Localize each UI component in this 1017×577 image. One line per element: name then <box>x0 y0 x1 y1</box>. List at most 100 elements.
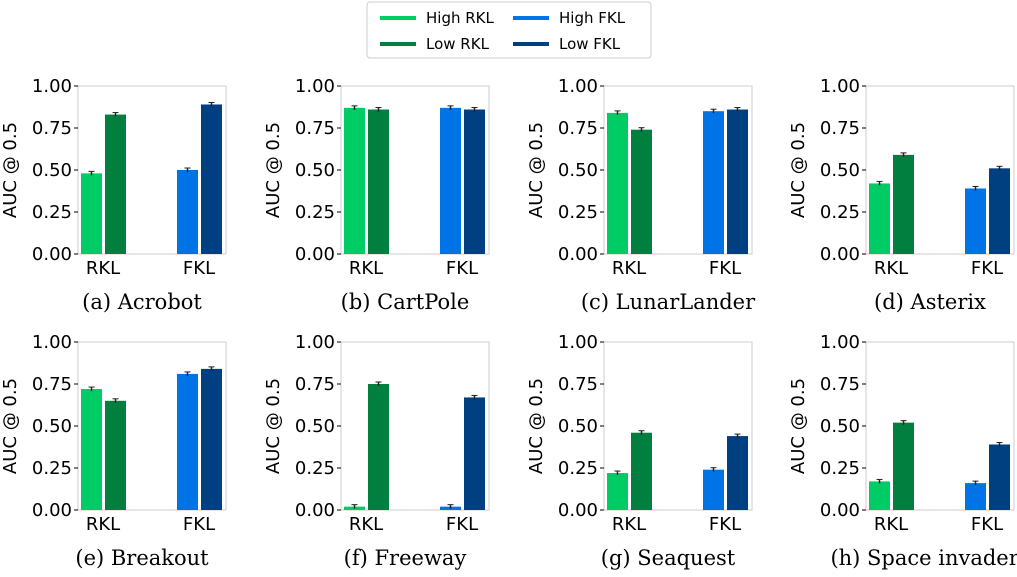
x-tick-label: FKL <box>709 258 741 279</box>
bar <box>344 107 365 254</box>
bar <box>201 104 222 254</box>
bar <box>989 168 1010 254</box>
y-tick-label: 0.75 <box>295 374 335 395</box>
y-axis-label: AUC @ 0.5 <box>526 122 547 218</box>
bar <box>105 114 126 254</box>
x-tick-label: FKL <box>183 258 215 279</box>
legend-box <box>366 1 652 59</box>
y-tick-label: 0.00 <box>820 244 860 265</box>
chart-panel: 0.00 0.25 0.50 0.75 1.00 AUC @ 0.5 RKL FKL (e) B… <box>0 332 227 570</box>
y-tick-label: 1.00 <box>295 76 335 97</box>
x-tick-label: RKL <box>349 258 383 279</box>
bar <box>893 154 914 254</box>
chart-panel: 0.00 0.25 0.50 0.75 1.00 AUC @ 0.5 RKL FKL (d) A… <box>788 76 1015 314</box>
x-tick-label: FKL <box>709 514 741 535</box>
y-tick-label: 0.50 <box>558 416 598 437</box>
y-tick-label: 0.25 <box>820 202 860 223</box>
y-axis-label: AUC @ 0.5 <box>788 378 809 474</box>
y-tick-label: 0.00 <box>32 244 72 265</box>
y-axis-label: AUC @ 0.5 <box>263 122 284 218</box>
subfigure-caption: (e) Breakout <box>75 546 209 570</box>
bar <box>631 432 652 510</box>
y-tick-label: 1.00 <box>32 76 72 97</box>
y-tick-label: 0.25 <box>32 202 72 223</box>
x-tick-label: FKL <box>971 258 1003 279</box>
bar <box>81 173 102 254</box>
y-tick-label: 0.75 <box>32 374 72 395</box>
y-tick-label: 0.25 <box>558 458 598 479</box>
bar <box>965 188 986 254</box>
bar <box>464 397 485 510</box>
chart-panel: 0.00 0.25 0.50 0.75 1.00 AUC @ 0.5 RKL FKL (c) L… <box>526 76 756 314</box>
y-tick-label: 0.25 <box>820 458 860 479</box>
bar <box>105 400 126 510</box>
y-tick-label: 0.50 <box>295 160 335 181</box>
y-tick-label: 0.75 <box>295 118 335 139</box>
subfigure-caption: (a) Acrobot <box>82 290 202 314</box>
y-tick-label: 1.00 <box>295 332 335 353</box>
x-tick-label: FKL <box>183 514 215 535</box>
y-tick-label: 0.25 <box>558 202 598 223</box>
y-tick-label: 1.00 <box>820 332 860 353</box>
y-tick-label: 0.75 <box>820 118 860 139</box>
subfigure-caption: (g) Seaquest <box>601 546 736 570</box>
x-tick-label: RKL <box>874 258 908 279</box>
y-axis-label: AUC @ 0.5 <box>0 378 21 474</box>
subfigure-caption: (f) Freeway <box>344 546 467 570</box>
legend-label: High FKL <box>559 9 626 27</box>
x-tick-label: RKL <box>86 514 120 535</box>
x-tick-label: FKL <box>446 514 478 535</box>
bar <box>727 109 748 255</box>
y-tick-label: 1.00 <box>558 332 598 353</box>
x-tick-label: RKL <box>86 258 120 279</box>
y-tick-label: 0.75 <box>558 374 598 395</box>
panels: 0.00 0.25 0.50 0.75 1.00 AUC @ 0.5 RKL FKL (a) A… <box>0 76 1017 570</box>
y-tick-label: 1.00 <box>32 332 72 353</box>
chart-panel: 0.00 0.25 0.50 0.75 1.00 AUC @ 0.5 RKL FKL (g) S… <box>526 332 753 570</box>
y-tick-label: 0.50 <box>32 416 72 437</box>
bar <box>607 112 628 254</box>
bar <box>703 111 724 254</box>
chart-panel: 0.00 0.25 0.50 0.75 1.00 AUC @ 0.5 RKL FKL (b) C… <box>263 76 490 314</box>
bar <box>177 373 198 510</box>
y-axis-label: AUC @ 0.5 <box>263 378 284 474</box>
y-tick-label: 0.50 <box>820 416 860 437</box>
bar <box>440 107 461 254</box>
bar <box>201 368 222 510</box>
y-tick-label: 0.50 <box>558 160 598 181</box>
y-tick-label: 0.50 <box>295 416 335 437</box>
chart-panel: 0.00 0.25 0.50 0.75 1.00 AUC @ 0.5 RKL FKL (a) A… <box>0 76 227 314</box>
y-tick-label: 0.00 <box>295 500 335 521</box>
legend-label: Low FKL <box>559 35 621 53</box>
bar <box>631 129 652 254</box>
y-tick-label: 0.00 <box>558 500 598 521</box>
y-tick-label: 0.75 <box>32 118 72 139</box>
bar <box>703 469 724 510</box>
y-tick-label: 1.00 <box>558 76 598 97</box>
bar <box>607 473 628 510</box>
x-tick-label: FKL <box>971 514 1003 535</box>
subfigure-caption: (c) LunarLander <box>581 290 756 314</box>
x-tick-label: RKL <box>874 514 908 535</box>
legend-label: Low RKL <box>426 35 490 53</box>
bar <box>869 183 890 254</box>
y-tick-label: 0.75 <box>820 374 860 395</box>
y-tick-label: 0.00 <box>558 244 598 265</box>
y-tick-label: 0.25 <box>295 202 335 223</box>
bar <box>368 384 389 510</box>
y-tick-label: 0.00 <box>32 500 72 521</box>
subfigure-caption: (d) Asterix <box>874 290 986 314</box>
bar <box>81 389 102 510</box>
y-tick-label: 0.50 <box>820 160 860 181</box>
bar <box>869 481 890 510</box>
y-tick-label: 0.75 <box>558 118 598 139</box>
bar <box>368 109 389 255</box>
x-tick-label: FKL <box>446 258 478 279</box>
bar <box>727 436 748 510</box>
chart-panel: 0.00 0.25 0.50 0.75 1.00 AUC @ 0.5 RKL FKL (h) S… <box>788 332 1017 570</box>
x-tick-label: RKL <box>612 258 646 279</box>
bar <box>893 422 914 510</box>
y-tick-label: 0.00 <box>820 500 860 521</box>
y-tick-label: 0.00 <box>295 244 335 265</box>
